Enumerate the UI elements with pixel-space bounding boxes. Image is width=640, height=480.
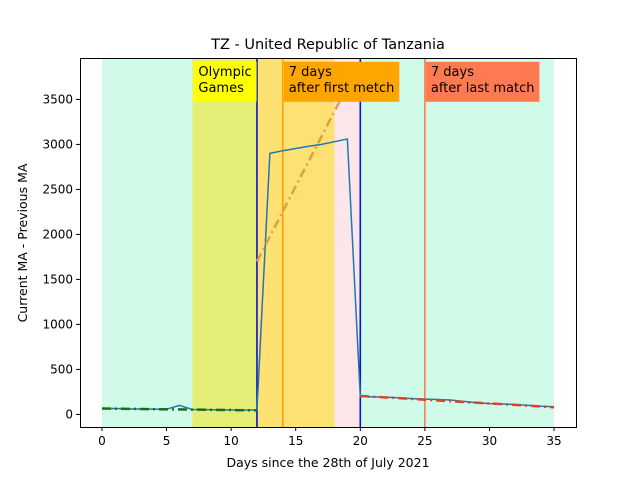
annotation-box bbox=[425, 61, 540, 102]
x-tick-label: 35 bbox=[546, 434, 561, 448]
y-tick-label: 3500 bbox=[42, 92, 73, 106]
chart-title: TZ - United Republic of Tanzania bbox=[210, 37, 445, 53]
y-tick-label: 500 bbox=[50, 362, 73, 376]
series-line-2 bbox=[255, 80, 352, 262]
band-3 bbox=[334, 58, 361, 427]
y-tick-label: 3000 bbox=[42, 137, 73, 151]
plot-frame bbox=[80, 58, 577, 428]
y-tick-label: 2000 bbox=[42, 227, 73, 241]
band-2 bbox=[256, 58, 335, 427]
annotation-box bbox=[283, 61, 400, 102]
y-tick-label: 1500 bbox=[42, 272, 73, 286]
x-tick-label: 30 bbox=[482, 434, 497, 448]
annotation-text: after last match bbox=[431, 81, 535, 96]
annotation-box bbox=[193, 61, 257, 102]
data-series bbox=[101, 80, 555, 412]
y-axis-ticks: 0 500 1000 1500 2000 2500 3000 3500 bbox=[42, 92, 80, 421]
annotation-text: Games bbox=[198, 81, 244, 96]
x-tick-label: 25 bbox=[417, 434, 432, 448]
band-1 bbox=[192, 58, 257, 427]
series-line-3 bbox=[360, 394, 555, 409]
annotation-text: 7 days bbox=[289, 65, 332, 80]
background-bands bbox=[101, 58, 555, 427]
event-lines bbox=[256, 58, 426, 427]
y-tick-label: 0 bbox=[65, 407, 73, 421]
y-axis-label: Current MA - Previous MA bbox=[15, 163, 30, 322]
x-axis-label: Days since the 28th of July 2021 bbox=[226, 455, 429, 470]
x-tick-label: 20 bbox=[353, 434, 368, 448]
annotation-text: 7 days bbox=[431, 65, 474, 80]
x-tick-label: 0 bbox=[98, 434, 106, 448]
annotation-text: Olympic bbox=[198, 65, 251, 80]
annotation-text: after first metch bbox=[289, 81, 395, 96]
y-tick-label: 1000 bbox=[42, 317, 73, 331]
x-tick-label: 10 bbox=[223, 434, 238, 448]
x-axis-ticks: 0 5 10 15 20 25 30 35 bbox=[98, 427, 562, 448]
series-line-1 bbox=[101, 407, 257, 412]
x-tick-label: 15 bbox=[288, 434, 303, 448]
y-tick-label: 2500 bbox=[42, 182, 73, 196]
x-tick-label: 5 bbox=[163, 434, 171, 448]
